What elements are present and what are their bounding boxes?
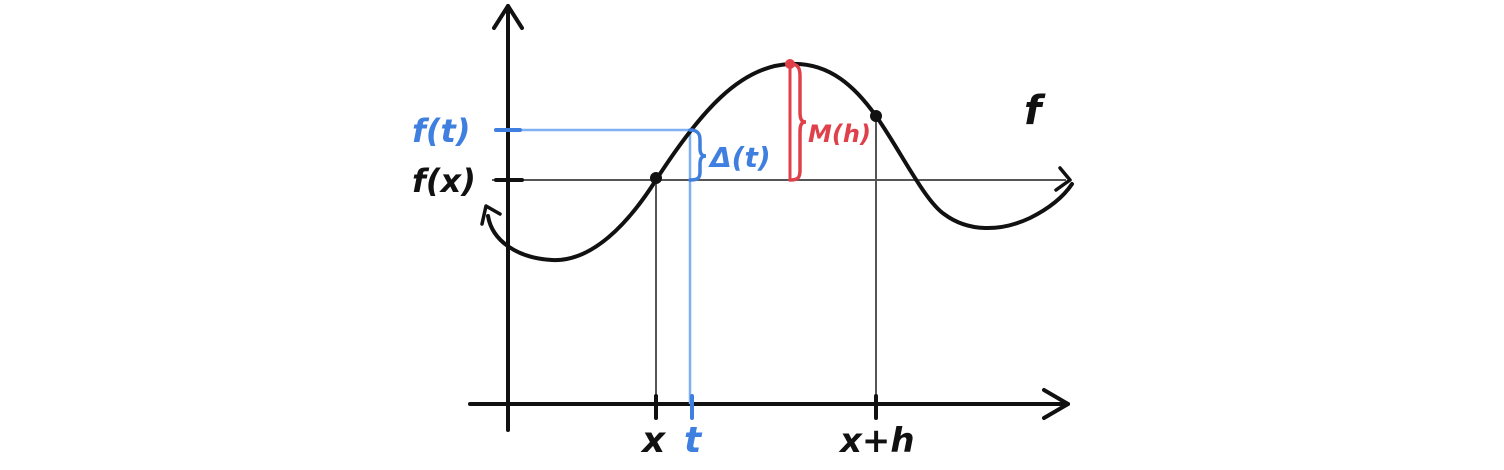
point-x-plus-h (870, 110, 882, 122)
label-m-h: M(h) (808, 120, 871, 148)
curve-left-arrowhead (480, 204, 502, 226)
point-x (650, 172, 662, 184)
label-t: t (684, 420, 703, 461)
label-function-f: f (1024, 88, 1046, 134)
label-delta-t: Δ(t) (708, 141, 771, 174)
label-x: x (640, 420, 667, 461)
delta-brace (688, 128, 707, 182)
label-x-plus-h: x+h (838, 421, 915, 461)
x-axis-arrowhead (1042, 388, 1070, 420)
label-f-of-x: f(x) (412, 162, 476, 200)
fx-guide-arrowhead (1054, 166, 1072, 192)
mh-brace (788, 62, 807, 182)
y-axis-arrowhead (492, 4, 524, 30)
function-curve (486, 61, 1074, 263)
label-f-of-t: f(t) (412, 112, 470, 150)
